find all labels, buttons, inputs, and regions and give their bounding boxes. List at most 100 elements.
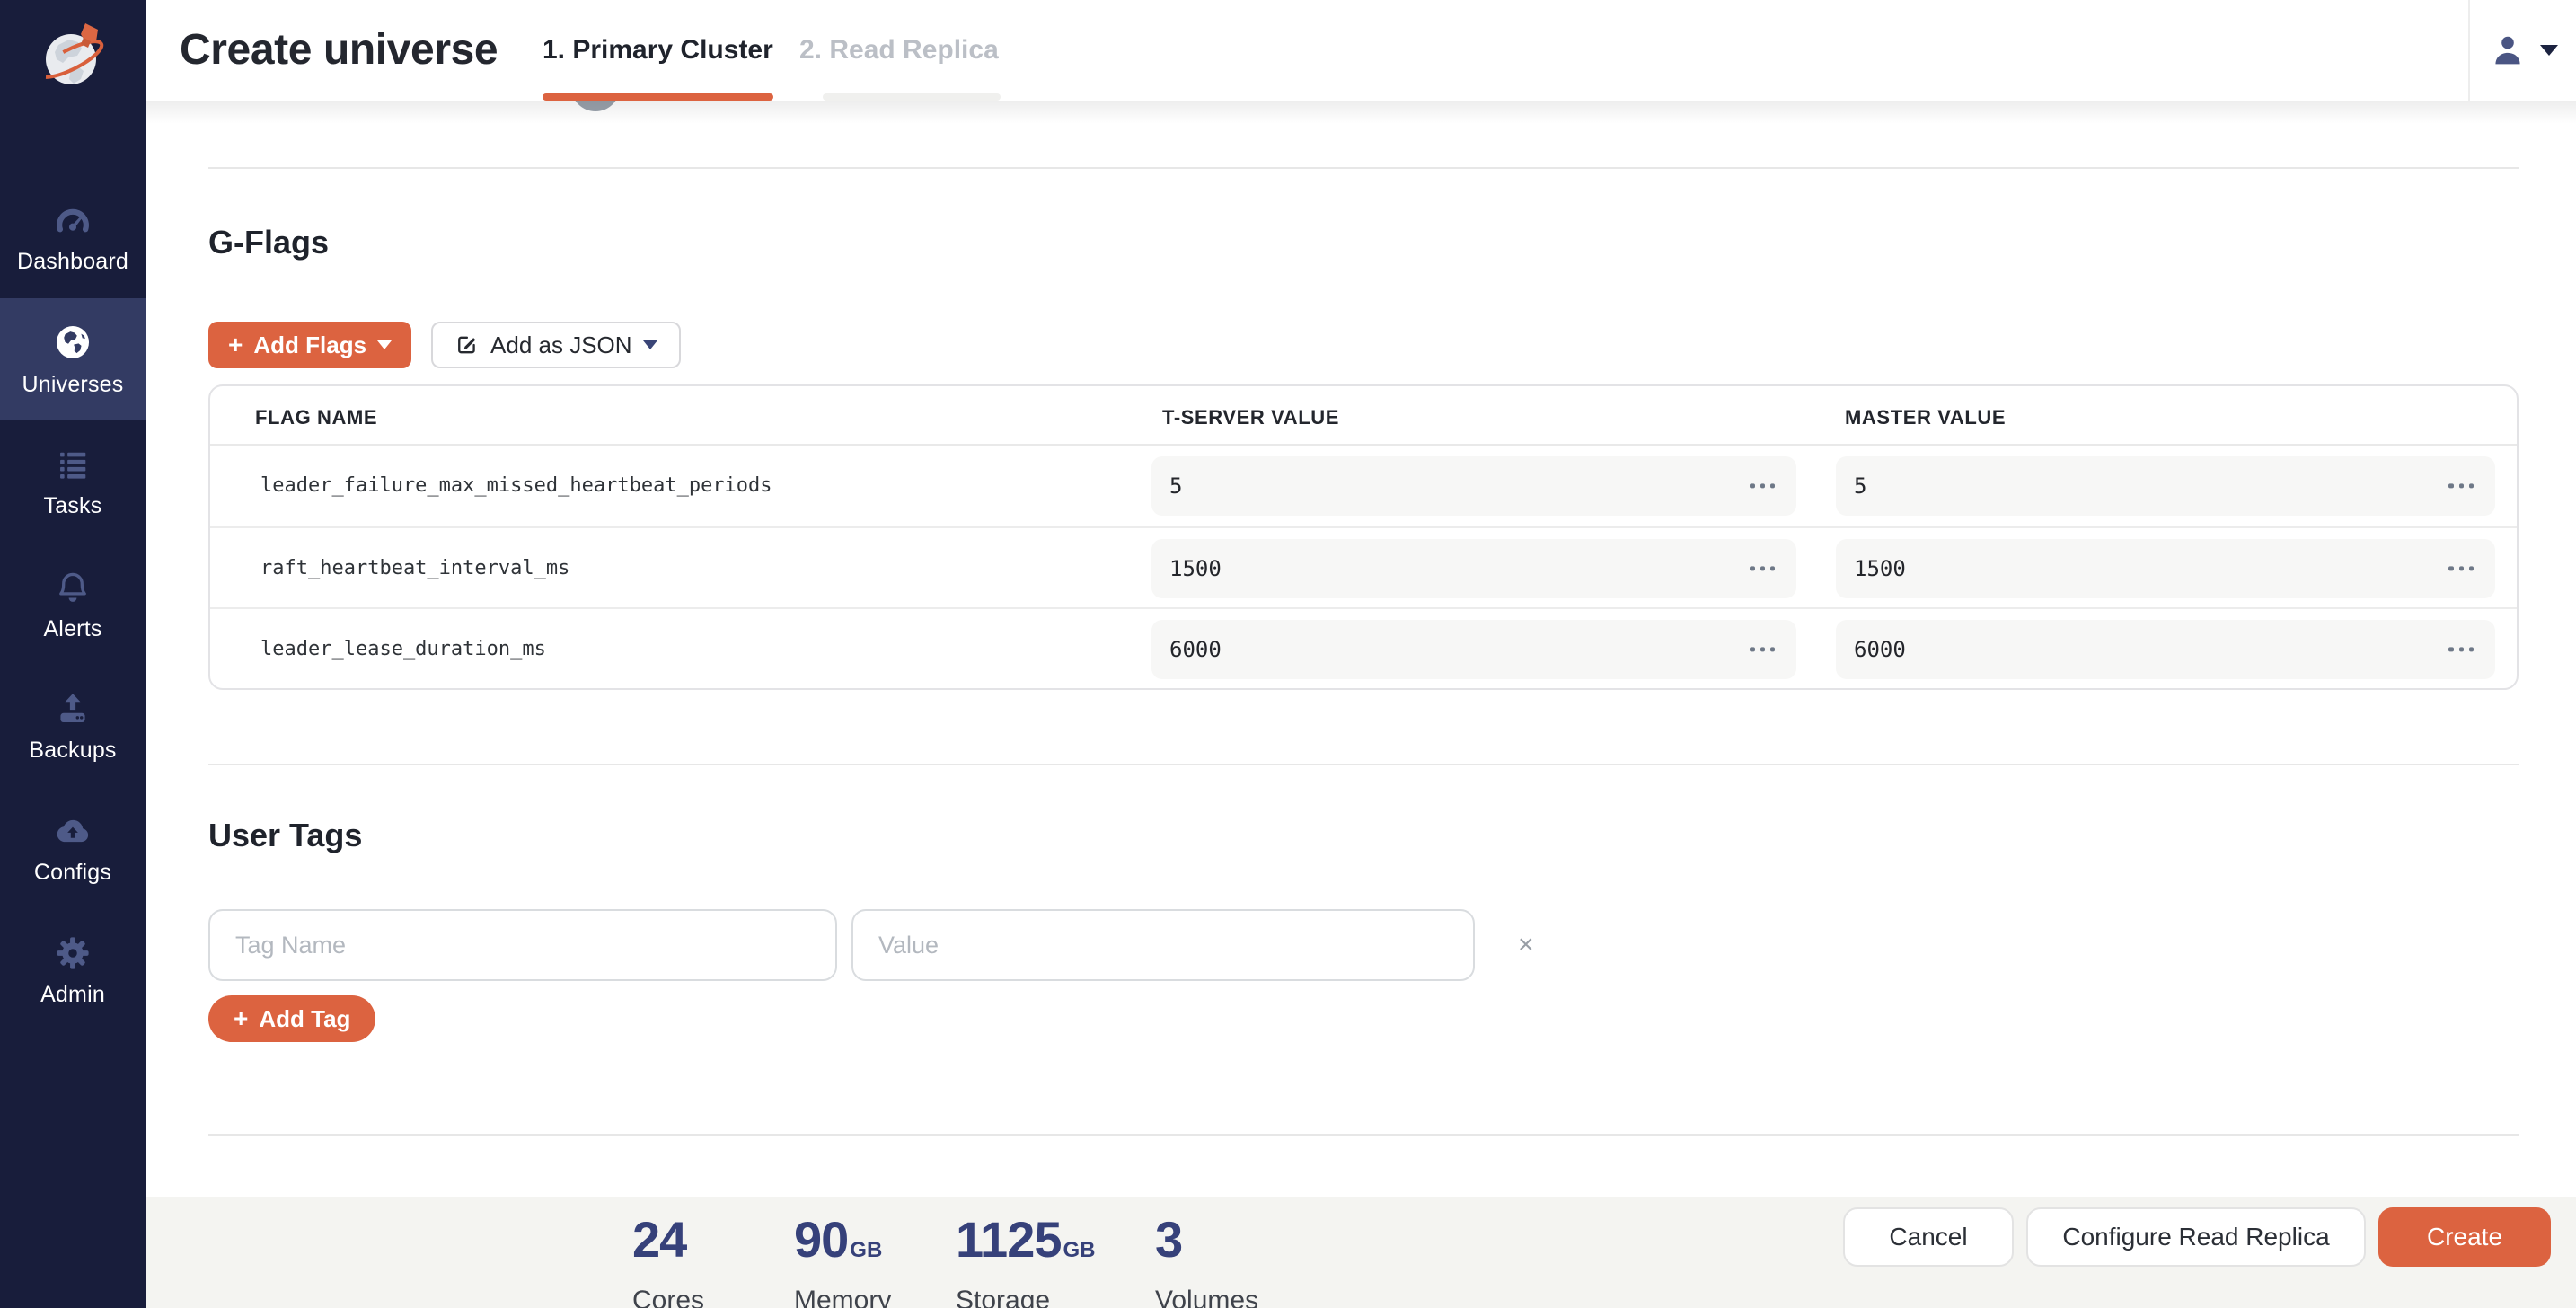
scroll-content: G-Flags + Add Flags Add as JSON (146, 101, 2576, 1136)
sidebar-item-dashboard[interactable]: Dashboard (0, 176, 146, 298)
memory-label: Memory (794, 1286, 892, 1308)
sidebar-item-backups[interactable]: Backups (0, 665, 146, 787)
memory-value: 90 (794, 1211, 849, 1268)
table-row: leader_lease_duration_ms 6000 6000 (210, 607, 2517, 688)
master-value-cell[interactable]: 6000 (1836, 620, 2495, 679)
configure-read-replica-button[interactable]: Configure Read Replica (2026, 1207, 2366, 1267)
chevron-down-icon (377, 340, 393, 349)
sidebar: Dashboard Universes Tasks (0, 0, 146, 1308)
sidebar-item-label: Admin (40, 981, 105, 1007)
tserver-value: 1500 (1169, 556, 1222, 581)
sidebar-item-admin[interactable]: Admin (0, 909, 146, 1031)
master-value: 1500 (1854, 556, 1906, 581)
gauge-icon (57, 208, 89, 232)
storage-value: 1125 (956, 1211, 1062, 1268)
cores-value: 24 (632, 1211, 687, 1268)
section-divider (208, 167, 2519, 169)
ellipsis-menu-icon[interactable] (2448, 483, 2474, 489)
sidebar-nav: Dashboard Universes Tasks (0, 115, 146, 1031)
tserver-value-cell[interactable]: 5 (1151, 456, 1796, 516)
main-area: Create universe 1. Primary Cluster 2. Re… (146, 0, 2576, 1308)
tag-value-input[interactable] (851, 909, 1475, 981)
gflags-table: FLAG NAME T-SERVER VALUE MASTER VALUE le… (208, 384, 2519, 690)
ellipsis-menu-icon[interactable] (1750, 483, 1775, 489)
column-tserver-value: T-SERVER VALUE (1162, 406, 1340, 429)
add-flags-button[interactable]: + Add Flags (208, 322, 412, 368)
flag-name: raft_heartbeat_interval_ms (260, 557, 570, 579)
page-header: Create universe 1. Primary Cluster 2. Re… (146, 0, 2576, 101)
stat-storage: 1125 GB Storage (956, 1211, 1096, 1308)
summary-footer: 24 Cores 90 GB Memory 1125 GB Storage 3 Vo… (146, 1197, 2576, 1308)
storage-label: Storage (956, 1286, 1051, 1308)
memory-unit: GB (850, 1238, 883, 1262)
master-value: 5 (1854, 473, 1867, 499)
user-tag-row: × (208, 909, 2519, 981)
cores-label: Cores (632, 1286, 705, 1308)
tserver-value: 5 (1169, 473, 1183, 499)
header-divider (2468, 0, 2470, 101)
section-divider (208, 764, 2519, 765)
sidebar-item-alerts[interactable]: Alerts (0, 543, 146, 665)
tserver-value-cell[interactable]: 6000 (1151, 620, 1796, 679)
tab-primary-cluster[interactable]: 1. Primary Cluster (543, 0, 774, 101)
sidebar-item-label: Alerts (43, 615, 102, 641)
globe-icon (56, 325, 90, 358)
master-value-cell[interactable]: 1500 (1836, 539, 2495, 598)
master-value-cell[interactable]: 5 (1836, 456, 2495, 516)
sidebar-item-universes[interactable]: Universes (0, 298, 146, 420)
tserver-value-cell[interactable]: 1500 (1151, 539, 1796, 598)
ellipsis-menu-icon[interactable] (1750, 566, 1775, 571)
header-scroll-shadow (146, 101, 2576, 124)
ellipsis-menu-icon[interactable] (1750, 647, 1775, 652)
page-title: Create universe (180, 26, 498, 74)
plus-icon: + (228, 331, 243, 358)
flag-name: leader_failure_max_missed_heartbeat_peri… (260, 474, 772, 497)
footer-actions: Cancel Configure Read Replica Create (1843, 1207, 2551, 1267)
edit-icon (458, 336, 476, 354)
add-as-json-button[interactable]: Add as JSON (431, 322, 681, 368)
stat-memory: 90 GB Memory (794, 1211, 891, 1308)
tab-read-replica[interactable]: 2. Read Replica (799, 0, 1001, 101)
cloud-upload-icon (57, 819, 89, 842)
user-menu[interactable] (2481, 0, 2565, 101)
task-list-icon (60, 452, 86, 479)
storage-unit: GB (1063, 1238, 1096, 1262)
user-icon (2495, 36, 2520, 65)
table-row: raft_heartbeat_interval_ms 1500 1500 (210, 526, 2517, 607)
gflags-section-title: G-Flags (208, 224, 330, 261)
sidebar-item-label: Dashboard (16, 248, 129, 274)
bell-icon (59, 572, 86, 602)
add-tag-button[interactable]: + Add Tag (208, 995, 376, 1042)
gflags-actions: + Add Flags Add as JSON (208, 322, 2519, 368)
cancel-button[interactable]: Cancel (1843, 1207, 2014, 1267)
upload-icon (60, 693, 85, 722)
ellipsis-menu-icon[interactable] (2448, 647, 2474, 652)
add-as-json-label: Add as JSON (490, 331, 632, 358)
gflags-table-header: FLAG NAME T-SERVER VALUE MASTER VALUE (210, 386, 2517, 446)
volumes-label: Volumes (1155, 1286, 1259, 1308)
plus-icon: + (234, 1004, 249, 1032)
planet-rocket-logo-icon (38, 23, 104, 84)
volumes-value: 3 (1155, 1211, 1183, 1268)
yugabyte-logo[interactable] (0, 0, 146, 115)
stat-volumes: 3 Volumes (1155, 1211, 1258, 1308)
sidebar-item-label: Backups (29, 737, 117, 763)
column-flag-name: FLAG NAME (255, 406, 378, 429)
sidebar-item-configs[interactable]: Configs (0, 787, 146, 909)
add-tag-label: Add Tag (259, 1004, 351, 1032)
gear-icon (57, 936, 89, 969)
add-flags-label: Add Flags (253, 331, 367, 358)
sidebar-item-tasks[interactable]: Tasks (0, 420, 146, 543)
flag-name: leader_lease_duration_ms (260, 638, 546, 660)
tserver-value: 6000 (1169, 637, 1222, 662)
sidebar-item-label: Tasks (43, 492, 102, 518)
remove-tag-icon[interactable]: × (1518, 930, 1534, 959)
create-button[interactable]: Create (2378, 1207, 2551, 1267)
ellipsis-menu-icon[interactable] (2448, 566, 2474, 571)
section-divider (208, 1134, 2519, 1136)
chevron-down-icon (2540, 45, 2558, 56)
tag-name-input[interactable] (208, 909, 837, 981)
table-row: leader_failure_max_missed_heartbeat_peri… (210, 446, 2517, 526)
sidebar-item-label: Universes (22, 371, 124, 397)
